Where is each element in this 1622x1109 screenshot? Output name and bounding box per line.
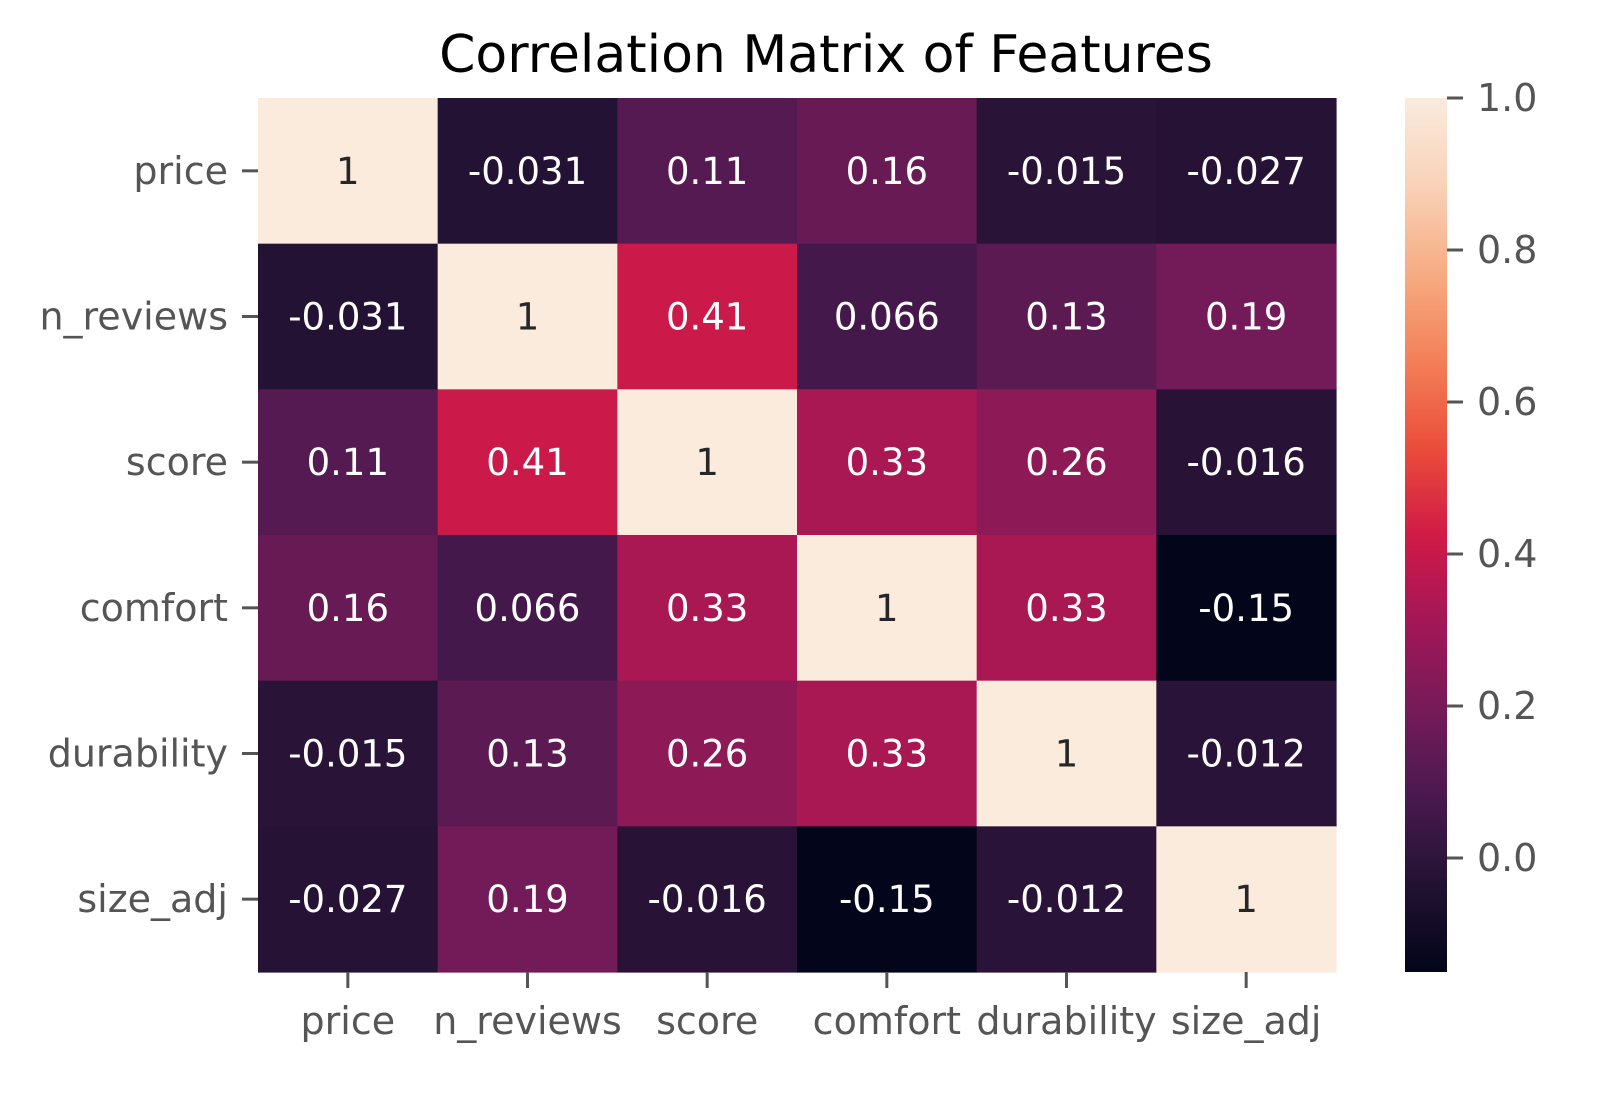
- heatmap-cell: [1156, 680, 1337, 827]
- cell-annotation: -0.027: [288, 878, 407, 921]
- cell-annotation: 0.19: [1205, 296, 1287, 339]
- heatmap-cell: [617, 680, 798, 827]
- cell-annotation: -0.016: [648, 878, 767, 921]
- heatmap-cell: [1156, 243, 1337, 390]
- heatmap-cell: [797, 535, 978, 682]
- y-tick-label: durability: [48, 732, 228, 776]
- heatmap-cell: [1156, 535, 1337, 682]
- cell-annotation: 0.26: [1025, 441, 1107, 484]
- heatmap-cell: [797, 680, 978, 827]
- cell-annotation: 0.066: [475, 587, 581, 630]
- heatmap-cell: [797, 243, 978, 390]
- x-tick-label: durability: [976, 999, 1156, 1043]
- heatmap-cell: [1156, 98, 1337, 245]
- cell-annotation: -0.015: [288, 733, 407, 776]
- heatmap-cell: [617, 243, 798, 390]
- heatmap-cell: [976, 98, 1157, 245]
- cell-annotation: -0.012: [1187, 733, 1306, 776]
- heatmap-cell: [976, 826, 1157, 973]
- cell-annotation: 0.16: [307, 587, 389, 630]
- cell-annotation: 0.13: [486, 733, 568, 776]
- cell-annotation: 0.11: [307, 441, 389, 484]
- cell-annotation: 1: [336, 150, 360, 193]
- heatmap-cell: [437, 389, 618, 536]
- cell-annotation: 0.11: [666, 150, 748, 193]
- heatmap-cell: [1156, 389, 1337, 536]
- heatmap-cell: [258, 389, 439, 536]
- heatmap-cell: [1156, 826, 1337, 973]
- cell-annotation: 0.41: [486, 441, 568, 484]
- colorbar-tick-label: 0.8: [1477, 228, 1537, 272]
- heatmap-cell: [617, 826, 798, 973]
- heatmap-cell: [617, 98, 798, 245]
- y-tick-label: n_reviews: [39, 295, 228, 339]
- y-tick-label: comfort: [80, 586, 228, 630]
- x-tick-label: price: [301, 999, 396, 1043]
- heatmap-cell: [976, 535, 1157, 682]
- x-tick-label: n_reviews: [433, 999, 622, 1043]
- heatmap-cell: [437, 826, 618, 973]
- colorbar: 0.0 0.2 0.4 0.6 0.8 1.0: [1405, 76, 1537, 972]
- y-tick-label: price: [133, 149, 228, 193]
- heatmap-annotations: 1 -0.031 0.11 0.16 -0.015 -0.027 -0.031 1 0.41 0.…: [288, 150, 1306, 921]
- heatmap-cell: [258, 826, 439, 973]
- colorbar-ticks: 0.0 0.2 0.4 0.6 0.8 1.0: [1447, 76, 1537, 880]
- heatmap-cell: [258, 243, 439, 390]
- colorbar-tick-label: 0.4: [1477, 532, 1537, 576]
- heatmap-cell: [797, 98, 978, 245]
- x-tick-label: score: [656, 999, 758, 1043]
- cell-annotation: 0.33: [846, 733, 928, 776]
- cell-annotation: 1: [1055, 733, 1079, 776]
- heatmap-cell: [617, 535, 798, 682]
- colorbar-tick-label: 0.0: [1477, 836, 1537, 880]
- colorbar-tick-label: 1.0: [1477, 76, 1537, 120]
- cell-annotation: 0.066: [834, 296, 940, 339]
- cell-annotation: -0.016: [1187, 441, 1306, 484]
- cell-annotation: 1: [875, 587, 899, 630]
- cell-annotation: -0.027: [1187, 150, 1306, 193]
- cell-annotation: -0.031: [468, 150, 587, 193]
- cell-annotation: -0.15: [1198, 587, 1294, 630]
- heatmap-cell: [437, 535, 618, 682]
- cell-annotation: 0.16: [846, 150, 928, 193]
- heatmap-cell: [437, 243, 618, 390]
- heatmap-cell: [258, 98, 439, 245]
- colorbar-tick-label: 0.2: [1477, 684, 1537, 728]
- heatmap-cell: [437, 680, 618, 827]
- heatmap-cell: [258, 535, 439, 682]
- cell-annotation: 0.26: [666, 733, 748, 776]
- x-tick-label: size_adj: [1171, 999, 1322, 1043]
- heatmap-cells: [258, 98, 1337, 973]
- chart-title: Correlation Matrix of Features: [439, 25, 1213, 85]
- heatmap-cell: [797, 826, 978, 973]
- cell-annotation: 1: [695, 441, 719, 484]
- heatmap-cell: [976, 243, 1157, 390]
- cell-annotation: 0.19: [486, 878, 568, 921]
- cell-annotation: -0.012: [1007, 878, 1126, 921]
- heatmap-cell: [258, 680, 439, 827]
- y-tick-label: size_adj: [77, 877, 228, 921]
- cell-annotation: 0.33: [666, 587, 748, 630]
- cell-annotation: -0.15: [839, 878, 935, 921]
- heatmap-cell: [437, 98, 618, 245]
- heatmap-cell: [797, 389, 978, 536]
- cell-annotation: 1: [1234, 878, 1258, 921]
- cell-annotation: -0.031: [288, 296, 407, 339]
- heatmap-cell: [976, 680, 1157, 827]
- cell-annotation: 0.41: [666, 296, 748, 339]
- cell-annotation: -0.015: [1007, 150, 1126, 193]
- y-tick-label: score: [126, 440, 228, 484]
- cell-annotation: 0.33: [1025, 587, 1107, 630]
- colorbar-tick-label: 0.6: [1477, 380, 1537, 424]
- x-tick-label: comfort: [813, 999, 961, 1043]
- colorbar-gradient: [1405, 98, 1447, 972]
- heatmap-cell: [976, 389, 1157, 536]
- heatmap-cell: [617, 389, 798, 536]
- cell-annotation: 1: [516, 296, 540, 339]
- cell-annotation: 0.33: [846, 441, 928, 484]
- x-axis: price n_reviews score comfort durability size…: [301, 972, 1322, 1043]
- cell-annotation: 0.13: [1025, 296, 1107, 339]
